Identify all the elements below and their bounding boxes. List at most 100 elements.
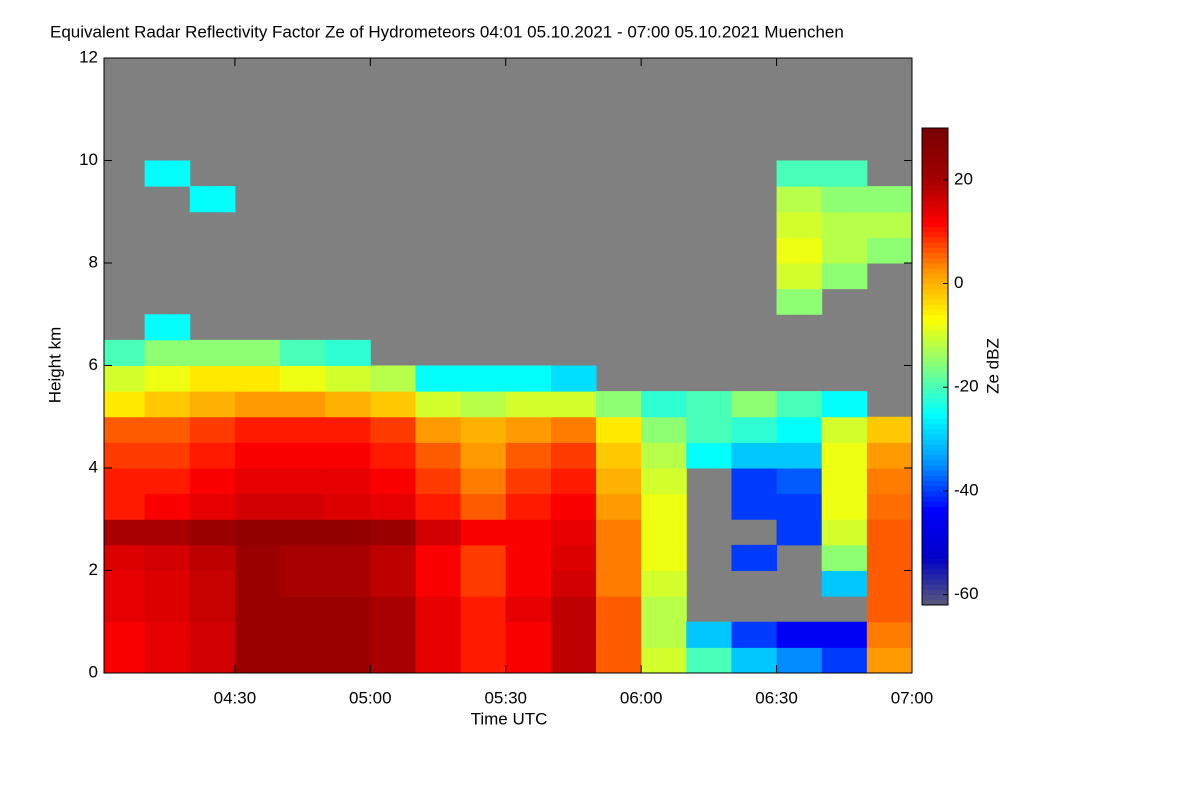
y-axis-label: Height km (45, 327, 64, 404)
colorbar-segment (922, 563, 948, 570)
colorbar-segment (922, 231, 948, 238)
heatmap-cell (104, 544, 146, 571)
heatmap-cell (821, 416, 868, 443)
heatmap-cell (866, 519, 913, 546)
heatmap-cell (731, 647, 778, 674)
colorbar-segment (922, 325, 948, 331)
heatmap-cell (550, 442, 597, 469)
heatmap-cell (641, 416, 687, 443)
colorbar-segment (922, 439, 948, 445)
colorbar-segment (922, 376, 948, 383)
colorbar-segment (922, 553, 948, 559)
heatmap-cell (776, 211, 823, 238)
colorbar-segment (922, 257, 948, 264)
heatmap-cell (370, 416, 416, 443)
heatmap-cell (144, 416, 191, 443)
heatmap-cell (505, 519, 552, 546)
heatmap-cell (370, 647, 416, 674)
colorbar-segment (922, 200, 948, 207)
heatmap-cell (821, 519, 868, 546)
heatmap-cell (234, 339, 281, 366)
heatmap-cell (866, 621, 913, 648)
x-tick-label: 05:00 (349, 688, 392, 707)
colorbar-segment (922, 470, 948, 476)
colorbar-segment (922, 356, 948, 362)
y-tick-label: 2 (89, 560, 98, 579)
heatmap-cell (189, 570, 236, 597)
colorbar-segment (922, 402, 948, 409)
heatmap-cell (821, 237, 868, 264)
colorbar-segment (922, 216, 948, 222)
heatmap-cell (866, 186, 913, 213)
heatmap-cell (460, 519, 507, 546)
heatmap-cell (550, 391, 597, 418)
heatmap-cell (234, 365, 281, 392)
heatmap-cell (144, 391, 191, 418)
colorbar-segment (922, 485, 948, 492)
heatmap-cell (596, 596, 642, 623)
heatmap-cell (325, 365, 371, 392)
heatmap-cell (415, 416, 462, 443)
heatmap-cell (189, 544, 236, 571)
x-tick-label: 07:00 (891, 688, 934, 707)
colorbar-segment (922, 159, 948, 165)
colorbar-label: Ze dBZ (983, 338, 1002, 394)
heatmap-cell (325, 647, 371, 674)
heatmap-cell (104, 468, 146, 495)
heatmap-cell (370, 493, 416, 520)
colorbar-segment (922, 293, 948, 300)
heatmap-cell (104, 365, 146, 392)
heatmap-cell (144, 314, 191, 341)
heatmap-cell (460, 391, 507, 418)
colorbar-segment (922, 475, 948, 482)
heatmap-cell (776, 442, 823, 469)
x-tick-label: 06:30 (755, 688, 798, 707)
colorbar-segment (922, 371, 948, 378)
colorbar-segment (922, 392, 948, 399)
colorbar-segment (922, 413, 948, 419)
heatmap-cell (776, 621, 823, 648)
heatmap-cell (550, 570, 597, 597)
colorbar-segment (922, 465, 948, 471)
heatmap-cell (280, 339, 326, 366)
colorbar-segment (922, 221, 948, 228)
heatmap-cell (596, 544, 642, 571)
heatmap-cell (460, 493, 507, 520)
heatmap-cell (731, 621, 778, 648)
colorbar-segment (922, 584, 948, 590)
colorbar-segment (922, 153, 948, 160)
colorbar-segment (922, 252, 948, 259)
colorbar-segment (922, 309, 948, 316)
colorbar-segment (922, 179, 948, 186)
colorbar-segment (922, 568, 948, 575)
heatmap-cell (104, 416, 146, 443)
heatmap-cell (325, 468, 371, 495)
heatmap-cell (866, 237, 913, 264)
heatmap-cell (596, 391, 642, 418)
heatmap-cell (505, 468, 552, 495)
colorbar-segment (922, 205, 948, 212)
colorbar-segment (922, 599, 948, 606)
heatmap-cell (325, 544, 371, 571)
heatmap-cell (821, 442, 868, 469)
heatmap-cell (821, 468, 868, 495)
heatmap-cell (104, 596, 146, 623)
colorbar-segment (922, 558, 948, 565)
heatmap-cell (104, 570, 146, 597)
heatmap-cell (866, 468, 913, 495)
heatmap-cell (234, 493, 281, 520)
heatmap-cell (189, 519, 236, 546)
heatmap-cell (234, 519, 281, 546)
heatmap-cell (821, 211, 868, 238)
heatmap-cell (596, 493, 642, 520)
colorbar-segment (922, 273, 948, 279)
heatmap-cell (144, 339, 191, 366)
heatmap-cell (144, 468, 191, 495)
heatmap-cell (505, 647, 552, 674)
colorbar-segment (922, 330, 948, 336)
heatmap-cell (370, 468, 416, 495)
colorbar-segment (922, 340, 948, 347)
colorbar-segment (922, 532, 948, 539)
colorbar-segment (922, 397, 948, 404)
